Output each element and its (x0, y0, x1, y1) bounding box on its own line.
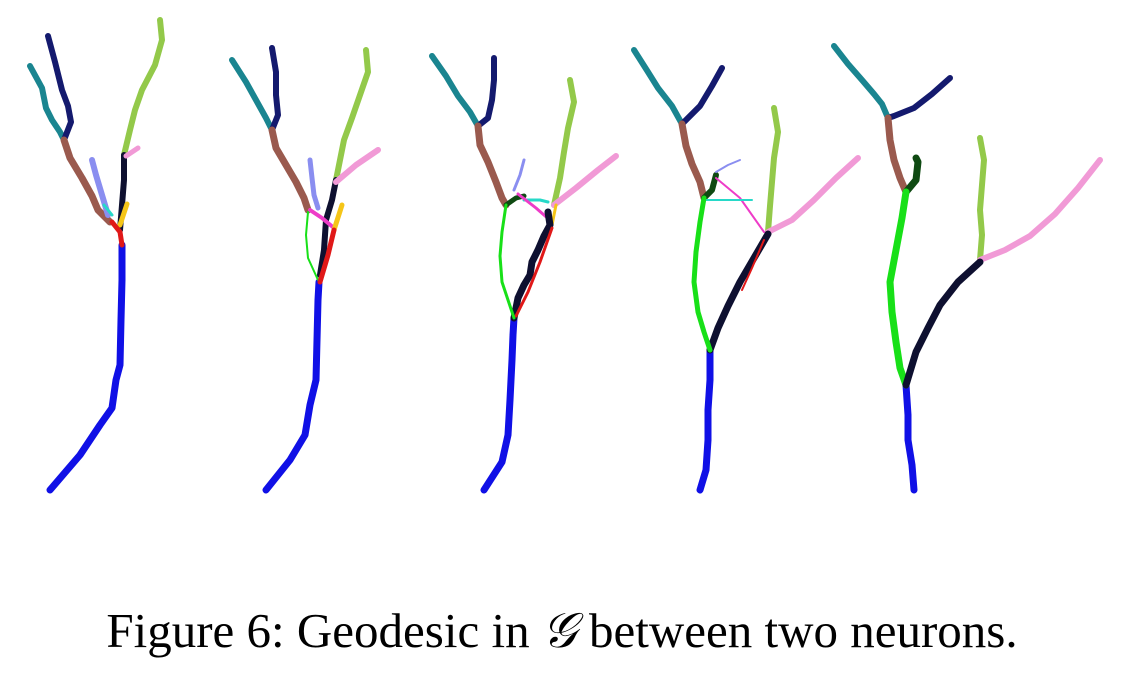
frame-3-pink-branch (551, 153, 619, 208)
neuron-frame-3 (429, 53, 619, 494)
frame-3-cyan-branch (522, 198, 550, 204)
frame-2-lime-branch (333, 47, 371, 183)
frame-4-darkgreen-branch (701, 172, 719, 201)
frame-3-brown-branch (474, 122, 510, 209)
frame-1-pink-branch (123, 145, 141, 159)
frame-4-magenta-branch (715, 177, 765, 233)
neuron-frame-1 (27, 17, 165, 494)
frame-1-trunk (46, 241, 126, 494)
frame-2-brown-branch (268, 126, 312, 214)
frame-4-black-branch (706, 230, 772, 354)
frame-3-lime-branch (551, 77, 577, 208)
frame-2-red-branch (317, 227, 337, 285)
frame-2-teal-branch (229, 57, 275, 133)
frame-1-navy-branch (45, 33, 74, 143)
frame-5-lime-branch (977, 135, 987, 263)
caption-suffix: between two neurons. (576, 603, 1018, 658)
frame-2-magenta-branch (308, 208, 336, 230)
frame-2-green-branch (305, 211, 319, 281)
frame-4-brown-branch (678, 120, 708, 202)
frame-4-trunk (696, 346, 714, 494)
frame-3-lavender-branch (512, 158, 526, 192)
frame-4-green-branch (691, 195, 713, 353)
frame-1-red-branch (109, 219, 125, 248)
frame-5-pink-branch (977, 157, 1103, 263)
caption-math-symbol: 𝒢 (541, 602, 577, 659)
neuron-geodesic-figure (27, 17, 1103, 494)
frame-3-green-branch (498, 203, 516, 320)
frame-2-yellow-branch (331, 202, 345, 233)
neuron-frame-2 (229, 45, 381, 494)
frame-3-teal-branch (429, 53, 481, 129)
frame-5-teal-branch (831, 43, 891, 121)
frame-2-navy-branch (269, 45, 281, 133)
frame-4-lime-branch (765, 105, 781, 235)
frame-4-lavender-branch (715, 159, 741, 173)
frame-4-red-branch (741, 239, 765, 291)
frame-1-cyan-branch (102, 203, 114, 217)
figure-caption: Figure 6: Geodesic in 𝒢 between two neur… (0, 602, 1124, 660)
frame-1-yellow-branch (117, 201, 130, 228)
frame-4-teal-branch (631, 47, 685, 127)
frame-1-teal-branch (27, 63, 67, 143)
frame-3-trunk (480, 314, 518, 494)
frame-3-black-branch (510, 208, 554, 322)
frame-1-lime-branch (121, 17, 165, 158)
frame-2-pink-branch (333, 147, 381, 185)
frame-4-navy-branch (679, 65, 725, 127)
neuron-frames-svg (27, 17, 1103, 494)
frame-2-trunk (262, 278, 323, 494)
frame-2-lavender-branch (307, 157, 321, 211)
frame-1-brown-branch (60, 136, 114, 226)
frame-5-black-branch (902, 258, 984, 389)
frame-5-darkgreen-branch (902, 154, 922, 196)
neuron-frame-5 (831, 43, 1103, 494)
frame-5-green-branch (886, 188, 910, 389)
frame-5-trunk (902, 381, 918, 494)
neuron-frame-4 (631, 47, 861, 494)
frame-4-pink-branch (765, 155, 861, 235)
frame-5-brown-branch (884, 114, 910, 196)
frame-3-red-branch (514, 226, 554, 318)
frame-5-navy-branch (885, 75, 953, 121)
caption-prefix: Figure 6: Geodesic in (106, 603, 542, 658)
frame-3-navy-branch (475, 55, 497, 129)
